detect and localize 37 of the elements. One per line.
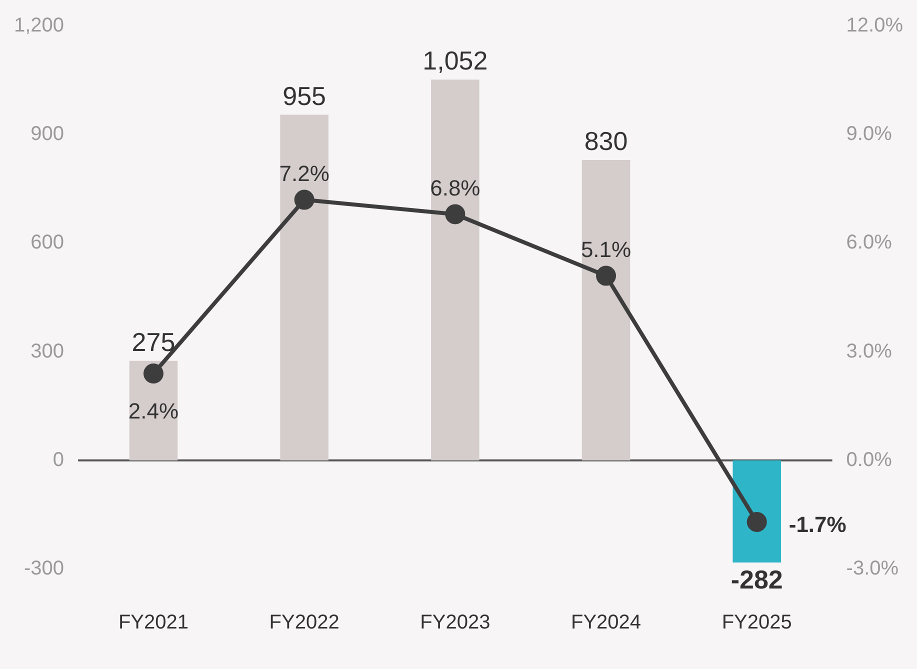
point xyxy=(294,190,314,210)
y2-tick-label: 0.0% xyxy=(846,448,892,471)
data-label: 5.1% xyxy=(580,236,632,262)
y2-tick-label: 6.0% xyxy=(846,232,892,254)
y-tick-label: 600 xyxy=(30,232,64,254)
data-label: 7.2% xyxy=(279,160,330,186)
point xyxy=(143,364,164,384)
bar xyxy=(280,114,328,460)
data-label: -282 xyxy=(730,564,783,595)
y-tick-label: 900 xyxy=(30,123,64,146)
data-label: 2.4% xyxy=(128,398,179,424)
data-label: 1,052 xyxy=(422,46,488,76)
y-tick-label: 0 xyxy=(52,448,64,471)
x-tick-label: FY2022 xyxy=(269,612,340,634)
x-tick-label: FY2023 xyxy=(420,612,490,634)
bar xyxy=(129,360,178,460)
y-tick-label: 1,200 xyxy=(14,14,64,37)
x-tick-label: FY2025 xyxy=(722,612,792,634)
data-label: -1.7% xyxy=(788,512,846,538)
point xyxy=(596,266,616,286)
data-label: 955 xyxy=(282,80,326,111)
data-label: 6.8% xyxy=(430,175,480,200)
y2-tick-label: 12.0% xyxy=(846,14,904,37)
bar xyxy=(582,160,630,460)
bar xyxy=(431,80,480,460)
x-tick-label: FY2021 xyxy=(118,612,189,634)
y2-tick-label: -3.0% xyxy=(846,558,899,580)
point xyxy=(445,204,466,224)
y-tick-label: 300 xyxy=(30,340,64,362)
data-label: 275 xyxy=(132,327,176,358)
y2-tick-label: 9.0% xyxy=(846,123,892,146)
y2-tick-label: 3.0% xyxy=(846,340,892,362)
x-tick-label: FY2024 xyxy=(570,612,642,634)
y-tick-label: -300 xyxy=(24,558,64,580)
data-label: 830 xyxy=(584,126,628,156)
point xyxy=(746,512,767,532)
bar xyxy=(732,460,782,562)
